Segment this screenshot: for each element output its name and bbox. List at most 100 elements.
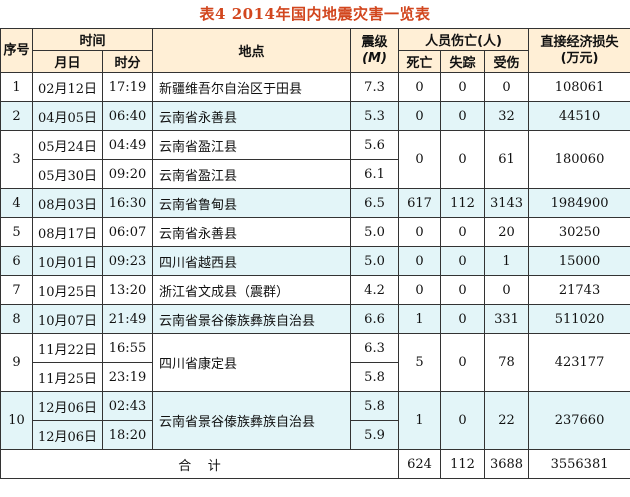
cell-seq: 9 [0,333,33,392]
table-caption: 表4 2014年国内地震灾害一览表 [199,5,431,23]
cell-place: 四川省越西县 [152,246,352,276]
header-seq: 序号 [0,28,33,73]
table-row: 9 11月22日 16:55 四川省康定县 6.3 5 0 78 423177 [0,333,630,392]
cell-seq: 10 [0,391,33,450]
cell-loss: 30250 [528,217,630,247]
cell-missing: 0 [440,217,486,247]
cell-time: 06:07 [101,217,154,247]
cell-date: 08月03日 [32,188,103,218]
cell-deaths: 0 [398,101,442,131]
cell-deaths: 0 [398,275,442,305]
cell-injured: 0 [484,275,530,305]
cell-magnitude: 4.2 [350,275,400,305]
cell-magnitude: 6.1 [350,159,400,189]
cell-missing: 112 [440,188,486,218]
cell-injured: 78 [484,333,530,392]
cell-place: 四川省康定县 [152,333,352,392]
cell-deaths: 0 [398,130,442,189]
cell-magnitude: 6.6 [350,304,400,334]
cell-seq: 2 [0,101,33,131]
cell-time: 09:23 [101,246,154,276]
cell-deaths: 0 [398,246,442,276]
table-row: 2 04月05日 06:40 云南省永善县 5.3 0 0 32 44510 [0,101,630,131]
cell-loss: 108061 [528,72,630,102]
total-row: 合 计 624 112 3688 3556381 [0,449,630,479]
cell-injured: 20 [484,217,530,247]
cell-seq: 7 [0,275,33,305]
cell-date: 08月17日 [32,217,103,247]
cell-deaths: 617 [398,188,442,218]
cell-place: 云南省景谷傣族彝族自治县 [152,391,352,450]
cell-magnitude: 5.8 [350,362,400,392]
cell-place: 云南省盈江县 [152,130,352,160]
cell-deaths: 0 [398,72,442,102]
cell-place: 云南省永善县 [152,217,352,247]
cell-missing: 0 [440,130,486,189]
cell-injured: 1 [484,246,530,276]
cell-time: 18:20 [101,420,154,450]
cell-date: 10月07日 [32,304,103,334]
cell-place: 新疆维吾尔自治区于田县 [152,72,352,102]
header-injured: 受伤 [484,50,530,73]
cell-deaths: 5 [398,333,442,392]
cell-loss: 15000 [528,246,630,276]
cell-missing: 0 [440,333,486,392]
header-casualties: 人员伤亡(人) [398,28,530,51]
cell-injured: 3143 [484,188,530,218]
header-magnitude-label: 震级 [361,34,388,50]
cell-loss: 180060 [528,130,630,189]
table-row: 8 10月07日 21:49 云南省景谷傣族彝族自治县 6.6 1 0 331 … [0,304,630,334]
total-loss: 3556381 [528,449,630,479]
header-clock: 时分 [101,50,154,73]
cell-time: 04:49 [101,130,154,160]
header-missing: 失踪 [440,50,486,73]
cell-place: 云南省鲁甸县 [152,188,352,218]
total-injured: 3688 [484,449,530,479]
table-row: 4 08月03日 16:30 云南省鲁甸县 6.5 617 112 3143 1… [0,188,630,218]
cell-place: 云南省永善县 [152,101,352,131]
cell-magnitude: 5.9 [350,420,400,450]
cell-date: 12月06日 [32,391,103,421]
table-row: 5 08月17日 06:07 云南省永善县 5.0 0 0 20 30250 [0,217,630,247]
cell-injured: 0 [484,72,530,102]
cell-time: 09:20 [101,159,154,189]
cell-date: 12月06日 [32,420,103,450]
cell-date: 11月22日 [32,333,103,363]
cell-missing: 0 [440,275,486,305]
cell-time: 16:30 [101,188,154,218]
table-row: 7 10月25日 13:20 浙江省文成县（震群） 4.2 0 0 0 2174… [0,275,630,305]
cell-date: 05月30日 [32,159,103,189]
cell-date: 10月25日 [32,275,103,305]
cell-time: 17:19 [101,72,154,102]
cell-place: 云南省盈江县 [152,159,352,189]
cell-seq: 4 [0,188,33,218]
table-subrow: 12月06日 18:20 5.9 [1,420,630,450]
cell-seq: 5 [0,217,33,247]
header-place: 地点 [152,28,352,73]
earthquake-table: 序号 时间 地点 震级 (M) 人员伤亡(人) 直接经济损失 (万元) 月日 时… [0,28,630,479]
cell-deaths: 1 [398,304,442,334]
cell-date: 10月01日 [32,246,103,276]
cell-magnitude: 5.0 [350,217,400,247]
cell-injured: 32 [484,101,530,131]
header-magnitude-unit: (M) [362,50,387,66]
cell-magnitude: 5.0 [350,246,400,276]
table-subrow: 05月30日 09:20 云南省盈江县 6.1 [1,159,630,189]
cell-seq: 6 [0,246,33,276]
cell-loss: 237660 [528,391,630,450]
total-missing: 112 [440,449,486,479]
cell-magnitude: 7.3 [350,72,400,102]
table-row: 1 02月12日 17:19 新疆维吾尔自治区于田县 7.3 0 0 0 108… [0,72,630,102]
cell-injured: 331 [484,304,530,334]
total-label: 合 计 [0,449,400,479]
header-loss-label: 直接经济损失 [540,34,619,50]
cell-injured: 61 [484,130,530,189]
cell-date: 02月12日 [32,72,103,102]
header-deaths: 死亡 [398,50,442,73]
header-loss-unit: (万元) [560,50,599,66]
header-date: 月日 [32,50,103,73]
cell-time: 13:20 [101,275,154,305]
cell-magnitude: 5.3 [350,101,400,131]
cell-time: 23:19 [101,362,154,392]
cell-time: 21:49 [101,304,154,334]
